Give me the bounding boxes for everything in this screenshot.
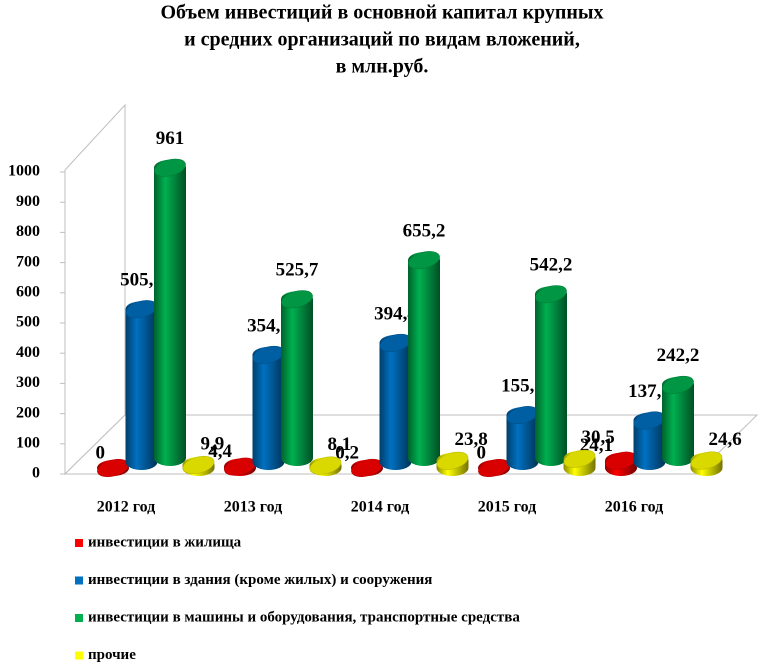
y-tick-label: 800 — [16, 223, 40, 240]
y-tick-label: 500 — [16, 314, 40, 331]
legend-swatch — [75, 539, 83, 547]
chart-title: Объем инвестиций в основной капитал круп… — [160, 2, 603, 24]
cylinder — [281, 291, 313, 466]
cylinder-top — [281, 290, 313, 309]
y-tick-label: 300 — [16, 374, 40, 391]
cylinder-top — [662, 375, 694, 394]
cylinder-top — [154, 158, 186, 177]
legend-swatch — [75, 576, 83, 585]
cylinder — [662, 376, 694, 466]
y-tick-label: 1000 — [8, 163, 40, 180]
cylinder — [408, 252, 440, 466]
cylinder-top — [436, 451, 469, 470]
value-label: 525,7 — [276, 260, 319, 281]
y-tick-label: 700 — [16, 253, 40, 270]
cylinder-top — [690, 451, 723, 470]
x-tick-label: 2012 год — [97, 499, 156, 516]
cylinder-top — [309, 456, 342, 475]
y-tick-label: 200 — [16, 404, 40, 421]
chart-title: в млн.руб. — [336, 56, 429, 78]
cylinder — [252, 346, 285, 470]
value-label: 155,3 — [501, 375, 544, 396]
value-label: 30,5 — [582, 427, 615, 448]
cylinder — [535, 286, 567, 466]
value-label: 9,9 — [201, 433, 225, 454]
legend-label: инвестиции в машины и оборудования, тран… — [88, 609, 520, 625]
y-tick-label: 400 — [16, 344, 40, 361]
legend-label: инвестиции в здания (кроме жилых) и соор… — [88, 572, 432, 588]
value-label: 655,2 — [403, 220, 446, 241]
value-label: 242,2 — [657, 345, 700, 366]
x-tick-label: 2013 год — [224, 499, 283, 516]
y-tick-label: 600 — [16, 283, 40, 300]
x-tick-label: 2014 год — [351, 499, 410, 516]
legend-swatch — [75, 651, 83, 660]
cylinder-top — [408, 251, 440, 270]
value-label: 394,4 — [374, 303, 417, 324]
x-tick-label: 2016 год — [605, 499, 664, 516]
cylinder — [154, 159, 186, 466]
cylinder-top — [535, 285, 567, 304]
value-label: 0,2 — [335, 442, 359, 463]
value-label: 505,9 — [120, 270, 163, 291]
cylinder — [125, 301, 158, 470]
left-wall — [64, 103, 126, 476]
cylinder-top — [182, 455, 215, 475]
legend-label: инвестиции в жилища — [88, 534, 242, 550]
value-label: 23,8 — [455, 429, 488, 450]
value-label: 961 — [156, 128, 185, 149]
value-label: 542,2 — [530, 255, 573, 276]
y-tick-label: 900 — [16, 193, 40, 210]
value-label: 4,4 — [208, 441, 232, 462]
x-tick-label: 2015 год — [478, 499, 537, 516]
value-label: 354,6 — [247, 315, 290, 336]
y-tick-label: 100 — [16, 434, 40, 451]
cylinder-top — [563, 449, 596, 468]
legend-label: прочие — [88, 647, 136, 663]
value-label: 24,6 — [709, 429, 742, 450]
legend-swatch — [75, 614, 83, 622]
value-label: 0 — [96, 442, 106, 463]
y-tick-label: 0 — [32, 465, 40, 482]
value-label: 0 — [477, 442, 487, 463]
cylinder — [379, 334, 412, 470]
chart-title: и средних организаций по видам вложений, — [184, 29, 580, 51]
value-label: 137,5 — [628, 381, 671, 402]
value-label: 8,1 — [328, 434, 352, 455]
